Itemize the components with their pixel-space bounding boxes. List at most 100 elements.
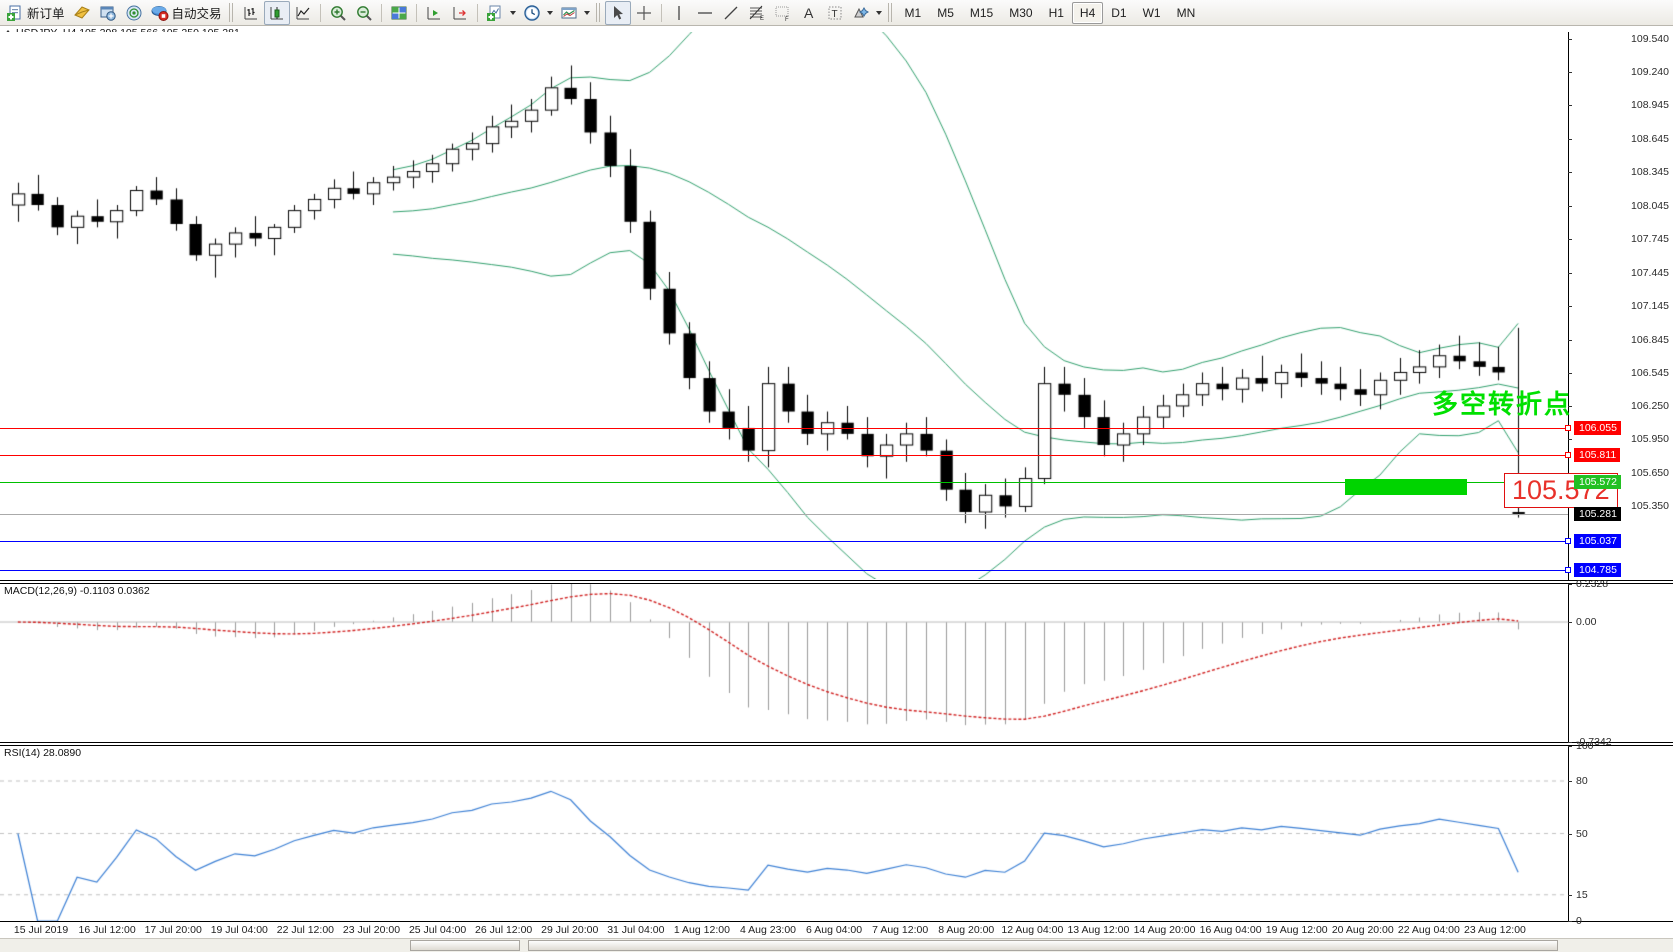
svg-text:F: F — [785, 17, 789, 22]
channel-button[interactable]: F — [770, 1, 796, 25]
price-level-tag[interactable]: 105.572 — [1574, 474, 1621, 489]
price-level-tag[interactable]: 105.811 — [1574, 447, 1621, 462]
price-axis-tick — [1568, 405, 1572, 407]
indicators-dropdown-caret[interactable] — [509, 10, 516, 15]
price-level-tag[interactable]: 104.785 — [1574, 562, 1621, 577]
price-axis-label: 108.645 — [1631, 132, 1669, 145]
timeframe-button-mn[interactable]: MN — [1176, 5, 1196, 20]
bar-chart-button[interactable] — [238, 1, 264, 25]
price-axis[interactable]: 109.540 109.240 108.945 108.645 108.345 108.0… — [1568, 32, 1673, 580]
macd-canvas[interactable] — [0, 584, 1568, 742]
macd-label[interactable]: MACD(12,26,9) -0.1103 0.0362 — [4, 585, 150, 597]
autotrading-button[interactable]: 自动交易 — [147, 1, 226, 25]
timeframe-button-m5[interactable]: M5 — [937, 5, 954, 20]
timeframe-button-w1[interactable]: W1 — [1142, 5, 1161, 20]
rsi-pane[interactable]: 100 80 50 15 0 RSI(14) 28.0890 — [0, 740, 1673, 927]
rsi-axis-tick — [1568, 921, 1572, 922]
toolbar-grip-3[interactable] — [887, 3, 894, 22]
shapes-button[interactable] — [848, 1, 874, 25]
fibonacci-button[interactable]: E — [744, 1, 770, 25]
timeframe-button-h1[interactable]: H1 — [1048, 5, 1064, 20]
price-axis-label: 106.845 — [1631, 333, 1669, 346]
cursor-icon — [609, 4, 627, 22]
data-window-button[interactable] — [95, 1, 121, 25]
market-watch-button[interactable] — [386, 1, 412, 25]
price-axis-tick — [1568, 339, 1572, 341]
crosshair-icon — [635, 4, 653, 22]
macd-axis-label: 0.2328 — [1576, 578, 1609, 590]
time-axis-label: 14 Aug 20:00 — [1133, 924, 1196, 936]
period-button[interactable] — [519, 1, 545, 25]
macd-pane[interactable]: 0.2328 0.00 -0.7342 MACD(12,26,9) -0.1103 … — [0, 578, 1673, 748]
chart-autoscroll-icon — [451, 4, 469, 22]
timeframe-button-m15[interactable]: M15 — [969, 5, 994, 20]
vertical-line-button[interactable] — [666, 1, 692, 25]
toolbar-separator-2 — [380, 3, 382, 22]
text-button[interactable]: A — [796, 1, 822, 25]
shapes-dropdown-caret[interactable] — [875, 10, 882, 15]
horizontal-line-button[interactable] — [692, 1, 718, 25]
price-axis-tick — [1568, 205, 1572, 207]
price-level-line[interactable] — [0, 424, 1571, 431]
price-level-tag[interactable]: 106.055 — [1574, 420, 1621, 435]
current-price-line — [0, 514, 1568, 516]
toolbar-separator-3 — [415, 3, 417, 22]
price-axis-label: 107.145 — [1631, 300, 1669, 313]
period-dropdown-caret[interactable] — [546, 10, 553, 15]
line-chart-icon — [294, 4, 312, 22]
toolbar-grip-2[interactable] — [595, 3, 602, 22]
cursor-button[interactable] — [604, 0, 631, 25]
data-window-icon — [99, 4, 117, 22]
fibonacci-icon: E — [748, 4, 766, 22]
zoom-in-button[interactable] — [325, 1, 351, 25]
green-zone-marker[interactable] — [1345, 479, 1467, 495]
price-level-handle[interactable] — [1565, 566, 1571, 573]
price-chart-pane[interactable]: 109.540 109.240 108.945 108.645 108.345 108.0… — [0, 32, 1673, 581]
signals-button[interactable] — [121, 1, 147, 25]
expert-advisors-button[interactable] — [69, 1, 95, 25]
rsi-label[interactable]: RSI(14) 28.0890 — [4, 747, 82, 759]
chart-shift-button[interactable] — [421, 1, 447, 25]
price-level-line[interactable] — [0, 538, 1571, 545]
bar-chart-icon — [242, 4, 260, 22]
candlestick-chart-button[interactable] — [263, 0, 290, 25]
templates-dropdown-caret[interactable] — [583, 10, 590, 15]
time-axis-label: 7 Aug 12:00 — [872, 924, 929, 936]
scrollbar-thumb-main[interactable] — [528, 940, 1558, 951]
timeframe-button-d1[interactable]: D1 — [1111, 5, 1127, 20]
price-axis-label: 109.540 — [1631, 32, 1669, 45]
trendline-button[interactable] — [718, 1, 744, 25]
price-level-tag[interactable]: 105.037 — [1574, 534, 1621, 549]
price-level-handle[interactable] — [1565, 451, 1571, 458]
timeframe-button-h4[interactable]: H4 — [1071, 1, 1104, 24]
new-order-button[interactable]: 新订单 — [2, 1, 69, 25]
price-level-handle[interactable] — [1565, 424, 1571, 431]
timeframe-button-m1[interactable]: M1 — [904, 5, 922, 20]
zoom-out-button[interactable] — [351, 1, 377, 25]
text-label-button[interactable]: T — [822, 1, 848, 25]
price-level-handle[interactable] — [1565, 538, 1571, 545]
time-axis[interactable]: 15 Jul 2019 16 Jul 12:00 17 Jul 20:00 19 Ju… — [0, 922, 1673, 940]
rsi-canvas[interactable] — [0, 746, 1568, 921]
rsi-axis-tick — [1568, 894, 1572, 896]
timeframe-button-m30[interactable]: M30 — [1009, 5, 1033, 20]
chart-annotation-text[interactable]: 多空转折点 — [1432, 390, 1573, 420]
toolbar-grip-1[interactable] — [228, 3, 235, 22]
chart-autoscroll-button[interactable] — [447, 1, 473, 25]
time-axis-label: 22 Aug 04:00 — [1397, 924, 1460, 936]
templates-button[interactable] — [556, 1, 582, 25]
time-axis-label: 6 Aug 04:00 — [806, 924, 863, 936]
crosshair-button[interactable] — [631, 1, 657, 25]
price-level-line[interactable] — [0, 566, 1571, 573]
price-level-line[interactable] — [0, 451, 1571, 458]
indicators-button[interactable] — [482, 1, 508, 25]
price-chart-canvas[interactable] — [0, 32, 1568, 579]
toolbar-separator-1 — [319, 3, 321, 22]
price-level-line[interactable] — [0, 478, 1571, 485]
line-chart-button[interactable] — [290, 1, 316, 25]
price-axis-tick — [1568, 138, 1572, 140]
horizontal-scrollbar[interactable] — [0, 938, 1673, 952]
price-level-tag[interactable]: 105.281 — [1574, 507, 1621, 522]
scrollbar-thumb-left[interactable] — [410, 940, 520, 951]
text-label-icon: T — [826, 4, 844, 22]
